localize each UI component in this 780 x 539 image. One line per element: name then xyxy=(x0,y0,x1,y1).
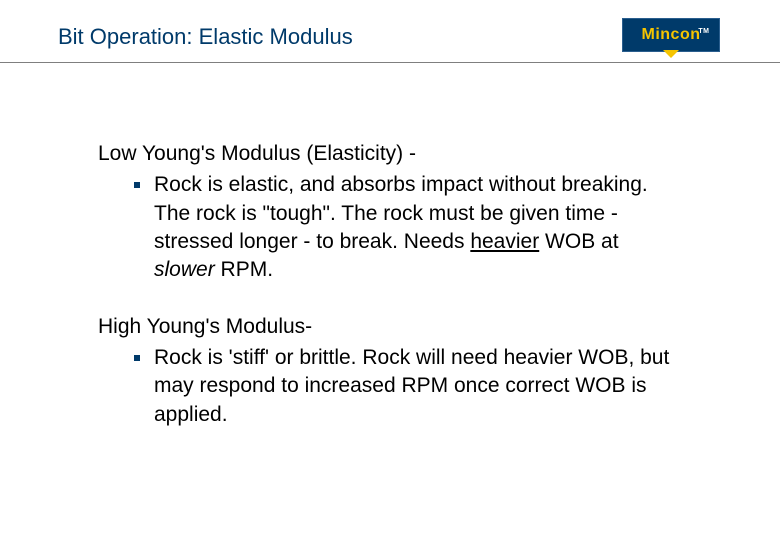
section-heading-high: High Young's Modulus- xyxy=(98,313,678,340)
content: Low Young's Modulus (Elasticity) - Rock … xyxy=(98,140,678,433)
bullet-underline: heavier xyxy=(470,230,539,253)
bullet-row: Rock is 'stiff' or brittle. Rock will ne… xyxy=(134,344,678,429)
logo-label: Mincon xyxy=(642,26,701,43)
bullet-marker-icon xyxy=(134,182,140,188)
section-low: Low Young's Modulus (Elasticity) - Rock … xyxy=(98,140,678,285)
bullet-pre: Rock is 'stiff' or brittle. Rock will ne… xyxy=(154,346,669,426)
logo-tm: TM xyxy=(698,28,709,35)
slide: Bit Operation: Elastic Modulus Mincon TM… xyxy=(0,0,780,539)
bullet-row: Rock is elastic, and absorbs impact with… xyxy=(134,171,678,284)
section-heading-low: Low Young's Modulus (Elasticity) - xyxy=(98,140,678,167)
section-high: High Young's Modulus- Rock is 'stiff' or… xyxy=(98,313,678,429)
bullet-post: RPM. xyxy=(215,258,273,281)
logo-arrow-icon xyxy=(663,50,679,58)
bullet-text-low: Rock is elastic, and absorbs impact with… xyxy=(154,171,678,284)
logo-text: Mincon TM xyxy=(642,26,701,44)
header-underline xyxy=(0,62,780,63)
header: Bit Operation: Elastic Modulus Mincon TM xyxy=(0,18,780,62)
bullet-mid: WOB at xyxy=(539,230,618,253)
logo: Mincon TM xyxy=(622,18,720,52)
bullet-marker-icon xyxy=(134,355,140,361)
bullet-text-high: Rock is 'stiff' or brittle. Rock will ne… xyxy=(154,344,678,429)
bullet-italic: slower xyxy=(154,258,215,281)
page-title: Bit Operation: Elastic Modulus xyxy=(58,24,353,50)
